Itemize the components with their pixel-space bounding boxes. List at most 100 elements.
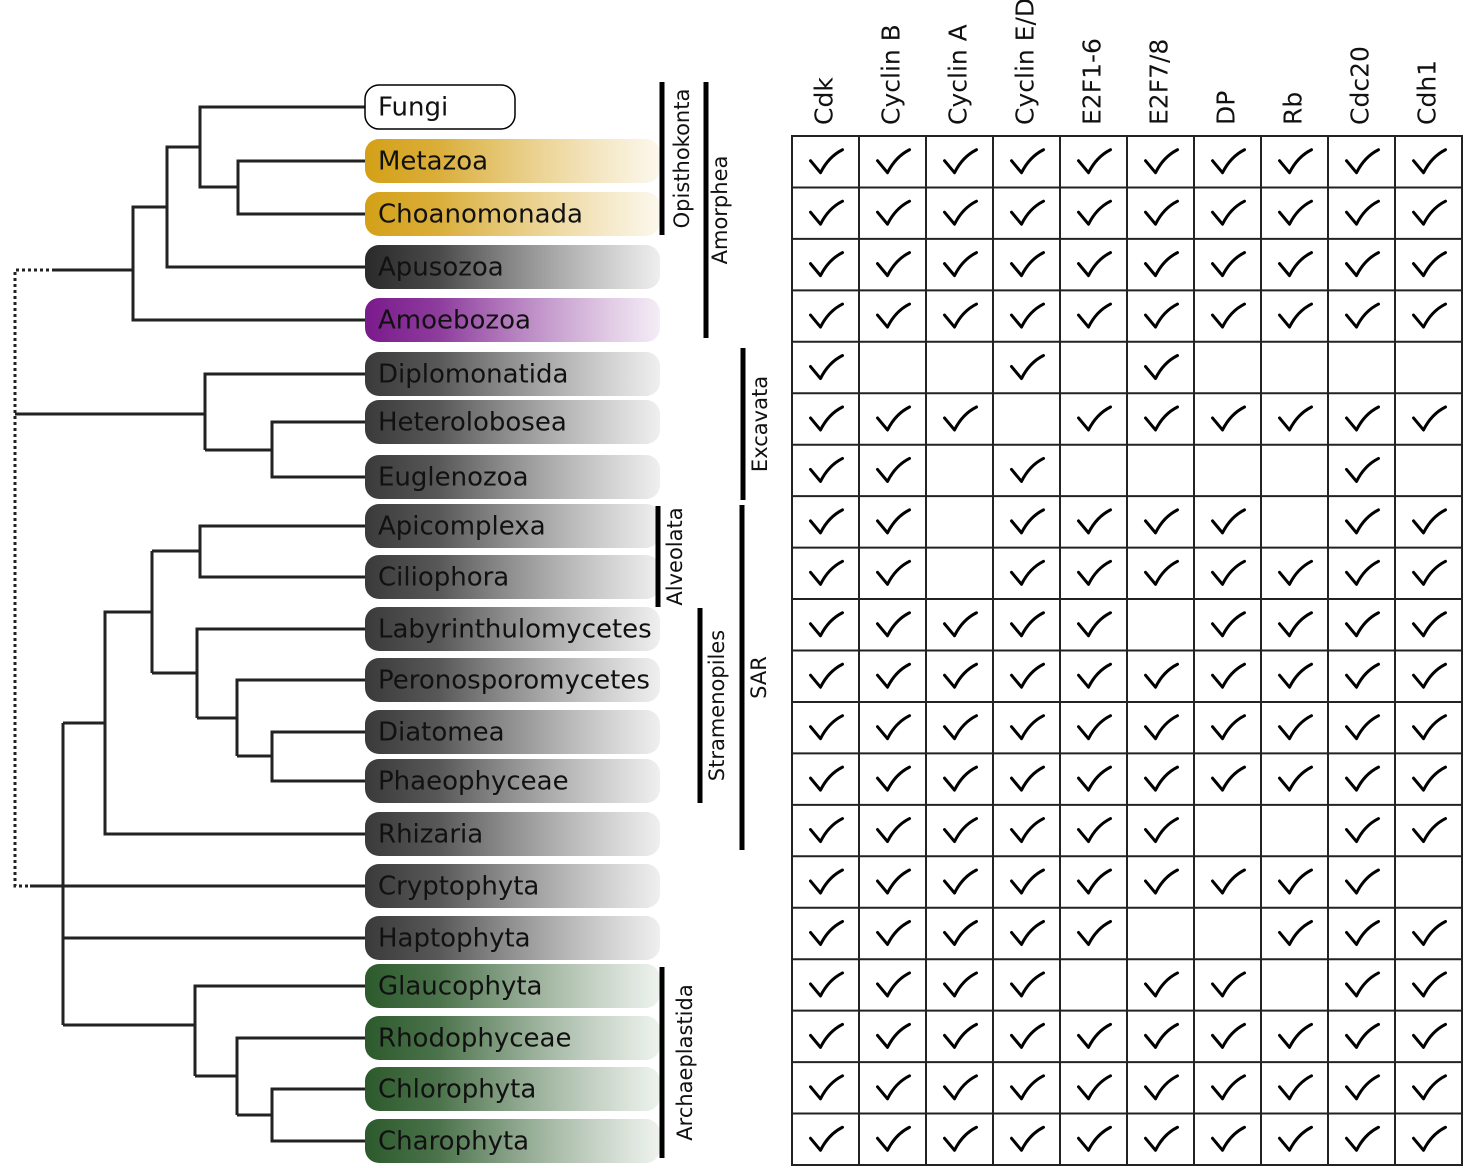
taxon-label: Diplomonatida (378, 360, 568, 390)
check-mark (1278, 868, 1313, 895)
check-mark (1211, 148, 1246, 175)
taxon-label: Phaeophyceae (378, 767, 569, 797)
check-mark (1077, 559, 1112, 586)
taxon-label: Ciliophora (378, 563, 509, 593)
taxon-label: Glaucophyta (378, 972, 542, 1002)
check-mark (1345, 817, 1380, 844)
taxon-label: Heterolobosea (378, 408, 567, 438)
check-mark (1412, 817, 1447, 844)
check-mark (876, 302, 911, 329)
check-mark (809, 971, 844, 998)
group-label: Opisthokonta (670, 89, 694, 229)
check-mark (1412, 508, 1447, 535)
taxon-label: Amoebozoa (378, 306, 531, 336)
taxon-label: Diatomea (378, 718, 505, 748)
check-mark (1278, 1074, 1313, 1101)
check-mark (1010, 868, 1045, 895)
taxon-box (365, 1067, 660, 1111)
check-mark (876, 559, 911, 586)
check-mark (1345, 559, 1380, 586)
check-mark (1010, 1074, 1045, 1101)
column-header: Cyclin A (944, 24, 973, 125)
check-mark (1010, 1125, 1045, 1152)
check-mark (809, 199, 844, 226)
check-mark (1077, 817, 1112, 844)
check-mark (1345, 456, 1380, 483)
taxon-box (365, 504, 660, 548)
taxon-box (365, 864, 660, 908)
check-mark (1077, 508, 1112, 535)
check-mark (1144, 354, 1179, 381)
check-mark (876, 611, 911, 638)
check-mark (809, 765, 844, 792)
check-mark (1144, 251, 1179, 278)
taxon-label: Chlorophyta (378, 1075, 536, 1105)
check-mark (1412, 971, 1447, 998)
check-mark (876, 1074, 911, 1101)
column-header: Cdc20 (1346, 46, 1375, 125)
check-mark (943, 765, 978, 792)
check-mark (1211, 1125, 1246, 1152)
check-mark (1211, 199, 1246, 226)
check-mark (809, 354, 844, 381)
check-mark (1412, 148, 1447, 175)
check-mark (809, 868, 844, 895)
group-label: Alveolata (663, 507, 687, 605)
check-mark (876, 868, 911, 895)
check-mark (1211, 559, 1246, 586)
check-mark (1144, 508, 1179, 535)
check-mark (809, 559, 844, 586)
check-mark (809, 302, 844, 329)
check-mark (1345, 251, 1380, 278)
check-mark (1278, 251, 1313, 278)
check-mark (809, 662, 844, 689)
check-mark (1077, 148, 1112, 175)
check-mark (809, 1022, 844, 1049)
check-mark (876, 148, 911, 175)
taxon-label: Euglenozoa (378, 463, 529, 493)
check-mark (876, 765, 911, 792)
check-mark (1144, 559, 1179, 586)
check-mark (1010, 662, 1045, 689)
check-mark (943, 405, 978, 432)
check-mark (809, 1074, 844, 1101)
taxon-label: Rhizaria (378, 820, 483, 850)
check-mark (1077, 765, 1112, 792)
check-mark (1144, 817, 1179, 844)
check-mark (1077, 1125, 1112, 1152)
taxon-box (365, 759, 660, 803)
check-mark (1345, 662, 1380, 689)
check-mark (1077, 405, 1112, 432)
column-header: Cdh1 (1413, 60, 1442, 125)
taxon-box (365, 812, 660, 856)
column-header: Rb (1279, 92, 1308, 125)
taxon-label: Apicomplexa (378, 512, 546, 542)
check-mark (1211, 251, 1246, 278)
check-mark (1412, 662, 1447, 689)
check-mark (876, 971, 911, 998)
check-mark (1278, 302, 1313, 329)
check-mark (1010, 251, 1045, 278)
taxon-label: Rhodophyceae (378, 1024, 571, 1054)
check-mark (1010, 456, 1045, 483)
taxon-box (365, 400, 660, 444)
check-mark (1412, 714, 1447, 741)
check-mark (943, 199, 978, 226)
check-mark (1345, 1125, 1380, 1152)
check-mark (1211, 508, 1246, 535)
check-mark (1345, 1022, 1380, 1049)
check-mark (1278, 199, 1313, 226)
column-header: E2F7/8 (1145, 39, 1174, 125)
check-mark (809, 508, 844, 535)
taxa: Fungi Metazoa Choanomonada Apusozoa Amoebozo… (364, 84, 660, 1163)
check-mark (1412, 251, 1447, 278)
check-mark (1077, 251, 1112, 278)
check-mark (1077, 302, 1112, 329)
check-mark (1010, 354, 1045, 381)
taxon-label: Fungi (378, 93, 448, 123)
check-mark (876, 919, 911, 946)
check-mark (943, 662, 978, 689)
check-mark (1144, 1074, 1179, 1101)
check-mark (1010, 302, 1045, 329)
